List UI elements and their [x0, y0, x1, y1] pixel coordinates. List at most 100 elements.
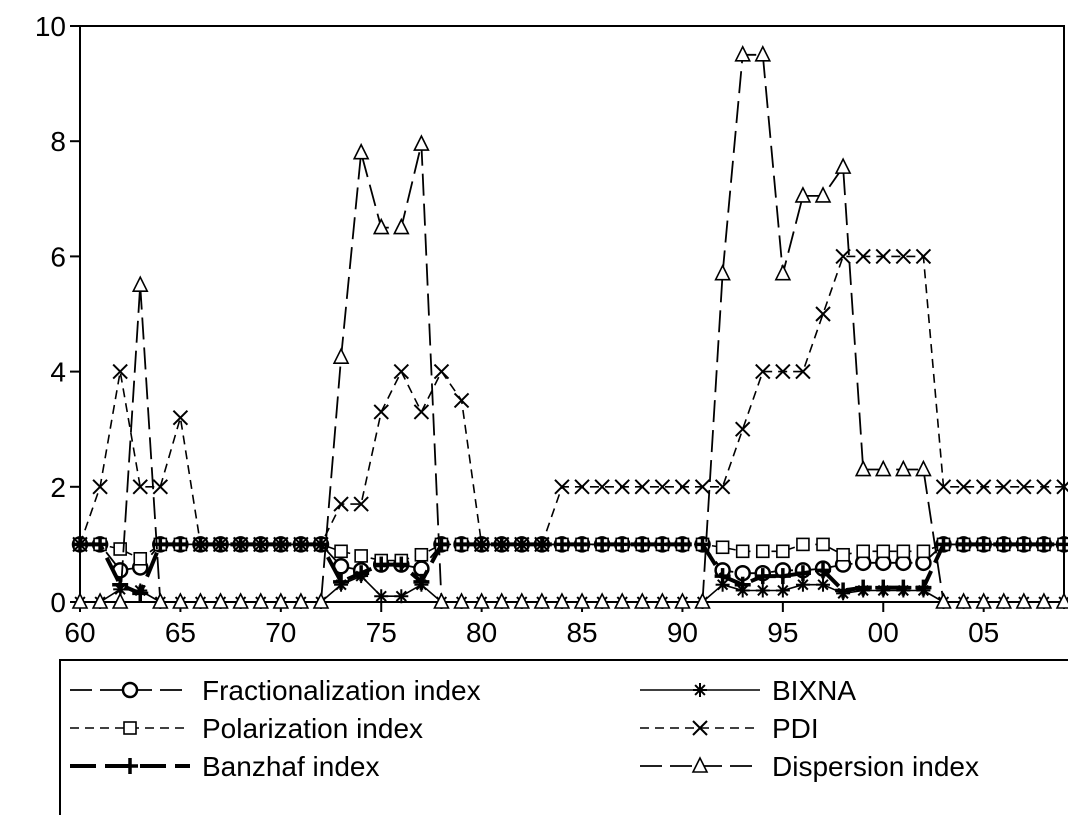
data-point	[1056, 536, 1068, 553]
data-point	[975, 479, 992, 495]
data-point	[1056, 479, 1068, 495]
data-point	[1036, 479, 1052, 495]
data-point	[955, 536, 972, 553]
data-point	[413, 134, 430, 151]
x-tick-label: 75	[366, 617, 397, 648]
data-point	[654, 592, 671, 609]
data-point	[172, 409, 189, 426]
data-point	[252, 536, 269, 553]
data-point	[835, 248, 851, 265]
data-point	[92, 479, 108, 495]
legend: Fractionalization index BIXNA Polarization…	[59, 659, 1068, 815]
data-point	[152, 592, 169, 609]
data-point	[856, 544, 870, 559]
legend-item: Banzhaf index	[70, 751, 379, 782]
x-tick-label: 95	[767, 617, 798, 648]
data-point	[354, 549, 368, 563]
data-point	[513, 536, 530, 553]
y-tick-label: 8	[50, 126, 66, 157]
legend-label: BIXNA	[772, 675, 856, 706]
data-point	[433, 363, 450, 380]
data-point	[312, 592, 330, 609]
data-point	[333, 496, 349, 512]
data-point	[654, 536, 671, 553]
x-tick-label: 60	[64, 617, 95, 648]
x-tick-label: 65	[165, 617, 196, 648]
data-point	[272, 592, 290, 609]
data-point	[915, 459, 932, 477]
data-point	[854, 459, 872, 477]
data-point	[935, 479, 952, 495]
data-point	[192, 592, 209, 609]
data-point	[755, 544, 770, 559]
data-point	[414, 547, 429, 562]
data-point	[112, 576, 129, 593]
data-point	[654, 479, 671, 495]
data-point	[995, 592, 1013, 609]
data-point	[815, 562, 832, 579]
data-point	[714, 263, 731, 281]
data-point	[92, 536, 109, 553]
data-point	[876, 544, 891, 559]
data-point	[394, 589, 409, 604]
data-point	[71, 592, 89, 609]
data-point	[1035, 536, 1052, 553]
data-point	[372, 217, 390, 235]
data-point	[755, 363, 771, 380]
data-point	[975, 536, 992, 553]
series-banzhaf-index	[72, 536, 1068, 602]
data-point	[493, 592, 511, 609]
data-point	[333, 573, 350, 590]
data-point	[152, 536, 169, 553]
legend-marker	[122, 758, 138, 774]
data-point	[714, 479, 731, 495]
y-tick-label: 2	[50, 472, 66, 503]
legend-item: Dispersion index	[640, 751, 979, 782]
data-point	[775, 363, 791, 380]
data-point	[373, 556, 390, 573]
data-point	[774, 568, 791, 585]
data-point	[754, 568, 771, 585]
data-point	[875, 248, 891, 265]
data-point	[875, 579, 892, 596]
data-point	[815, 306, 831, 322]
data-point	[915, 579, 932, 596]
data-point	[393, 363, 410, 380]
data-point	[353, 565, 370, 582]
plot-frame	[79, 25, 1065, 603]
legend-item: PDI	[640, 713, 819, 744]
data-point	[734, 45, 751, 62]
data-point	[674, 592, 691, 609]
data-point	[775, 583, 790, 598]
legend-item: BIXNA	[640, 675, 856, 706]
data-point	[955, 592, 972, 609]
data-point	[935, 536, 952, 553]
data-point	[131, 275, 149, 293]
data-point	[312, 536, 329, 553]
x-tick-label: 00	[868, 617, 899, 648]
data-point	[473, 592, 490, 609]
data-point	[694, 592, 711, 609]
data-point	[453, 536, 470, 553]
data-point	[614, 479, 630, 495]
y-tick-label: 0	[50, 587, 66, 618]
data-point	[996, 479, 1012, 495]
data-point	[292, 592, 310, 609]
data-point	[796, 537, 810, 552]
data-point	[292, 536, 309, 553]
data-point	[192, 536, 209, 553]
data-point	[373, 404, 389, 420]
data-point	[553, 536, 570, 553]
data-point	[272, 536, 289, 553]
data-point	[896, 544, 911, 559]
x-tick-label: 90	[667, 617, 698, 648]
data-point	[955, 479, 972, 495]
data-point	[734, 576, 751, 593]
legend-marker	[693, 683, 707, 697]
legend-label: PDI	[772, 713, 819, 744]
data-point	[212, 592, 229, 609]
data-point	[433, 592, 450, 609]
data-point	[413, 573, 430, 590]
data-point	[694, 536, 711, 553]
